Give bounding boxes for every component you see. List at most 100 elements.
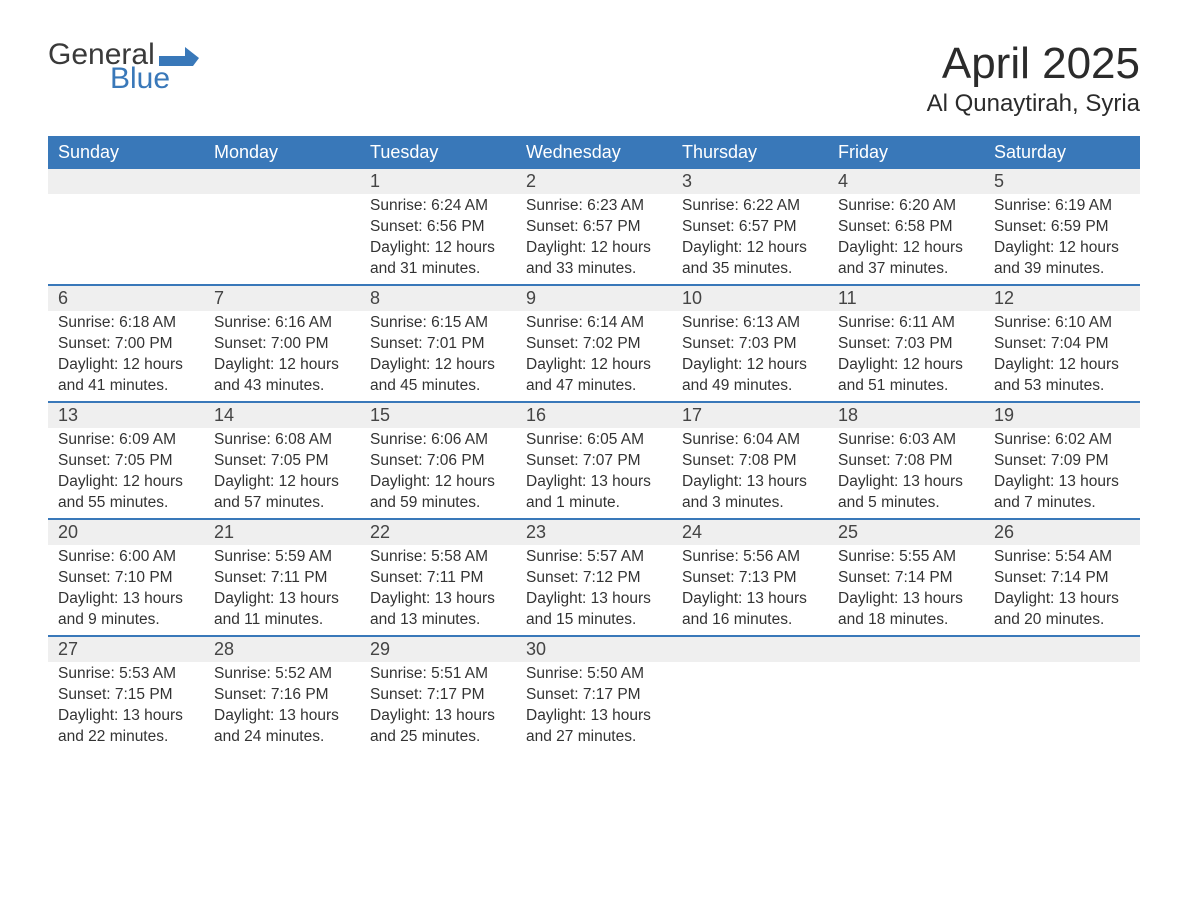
day-number: 4 (828, 169, 984, 194)
weekday-header: Wednesday (516, 136, 672, 169)
day-cell-data: Sunrise: 5:56 AMSunset: 7:13 PMDaylight:… (672, 545, 828, 636)
daylight-line: Daylight: 13 hours and 15 minutes. (526, 589, 662, 631)
daylight-line: Daylight: 12 hours and 57 minutes. (214, 472, 350, 514)
day-cell-number: 30 (516, 636, 672, 662)
day-cell-number: 22 (360, 519, 516, 545)
day-cell-number: 5 (984, 169, 1140, 194)
day-cell-number: 1 (360, 169, 516, 194)
weekday-header: Monday (204, 136, 360, 169)
day-details: Sunrise: 5:55 AMSunset: 7:14 PMDaylight:… (828, 545, 984, 635)
daylight-line: Daylight: 13 hours and 22 minutes. (58, 706, 194, 748)
day-cell-number: 19 (984, 402, 1140, 428)
daylight-line: Daylight: 12 hours and 53 minutes. (994, 355, 1130, 397)
day-cell-number: 7 (204, 285, 360, 311)
sunset-line: Sunset: 7:08 PM (682, 451, 818, 472)
sunset-line: Sunset: 7:01 PM (370, 334, 506, 355)
sunset-line: Sunset: 7:15 PM (58, 685, 194, 706)
day-cell-number: 14 (204, 402, 360, 428)
day-number (204, 169, 360, 193)
month-title: April 2025 (927, 40, 1140, 88)
day-number: 22 (360, 520, 516, 545)
day-details (984, 662, 1140, 752)
sunrise-line: Sunrise: 6:18 AM (58, 313, 194, 334)
day-cell-data: Sunrise: 6:20 AMSunset: 6:58 PMDaylight:… (828, 194, 984, 285)
day-number: 29 (360, 637, 516, 662)
sunset-line: Sunset: 7:11 PM (214, 568, 350, 589)
sunrise-line: Sunrise: 6:15 AM (370, 313, 506, 334)
sunrise-line: Sunrise: 6:23 AM (526, 196, 662, 217)
day-cell-data (204, 194, 360, 285)
sunset-line: Sunset: 7:09 PM (994, 451, 1130, 472)
day-cell-data (828, 662, 984, 752)
day-cell-data: Sunrise: 5:50 AMSunset: 7:17 PMDaylight:… (516, 662, 672, 752)
sunset-line: Sunset: 6:57 PM (682, 217, 818, 238)
day-number: 15 (360, 403, 516, 428)
day-details: Sunrise: 6:02 AMSunset: 7:09 PMDaylight:… (984, 428, 1140, 518)
sunrise-line: Sunrise: 6:13 AM (682, 313, 818, 334)
day-details: Sunrise: 6:00 AMSunset: 7:10 PMDaylight:… (48, 545, 204, 635)
day-number: 8 (360, 286, 516, 311)
sunset-line: Sunset: 7:05 PM (58, 451, 194, 472)
day-cell-data: Sunrise: 6:24 AMSunset: 6:56 PMDaylight:… (360, 194, 516, 285)
day-details: Sunrise: 6:15 AMSunset: 7:01 PMDaylight:… (360, 311, 516, 401)
day-number: 1 (360, 169, 516, 194)
day-number: 2 (516, 169, 672, 194)
weekday-header: Saturday (984, 136, 1140, 169)
sunset-line: Sunset: 7:06 PM (370, 451, 506, 472)
daylight-line: Daylight: 13 hours and 27 minutes. (526, 706, 662, 748)
daylight-line: Daylight: 12 hours and 59 minutes. (370, 472, 506, 514)
day-number (984, 637, 1140, 661)
day-details: Sunrise: 5:58 AMSunset: 7:11 PMDaylight:… (360, 545, 516, 635)
sunset-line: Sunset: 7:14 PM (994, 568, 1130, 589)
sunset-line: Sunset: 6:57 PM (526, 217, 662, 238)
day-cell-data: Sunrise: 6:06 AMSunset: 7:06 PMDaylight:… (360, 428, 516, 519)
sunrise-line: Sunrise: 5:54 AM (994, 547, 1130, 568)
day-details: Sunrise: 5:56 AMSunset: 7:13 PMDaylight:… (672, 545, 828, 635)
sunset-line: Sunset: 7:08 PM (838, 451, 974, 472)
day-cell-number: 21 (204, 519, 360, 545)
day-number: 12 (984, 286, 1140, 311)
day-details: Sunrise: 6:16 AMSunset: 7:00 PMDaylight:… (204, 311, 360, 401)
day-details: Sunrise: 6:19 AMSunset: 6:59 PMDaylight:… (984, 194, 1140, 284)
weekday-header: Sunday (48, 136, 204, 169)
sunrise-line: Sunrise: 6:22 AM (682, 196, 818, 217)
day-details: Sunrise: 6:13 AMSunset: 7:03 PMDaylight:… (672, 311, 828, 401)
sunset-line: Sunset: 7:10 PM (58, 568, 194, 589)
daylight-line: Daylight: 13 hours and 13 minutes. (370, 589, 506, 631)
weekday-header-row: Sunday Monday Tuesday Wednesday Thursday… (48, 136, 1140, 169)
sunset-line: Sunset: 7:16 PM (214, 685, 350, 706)
day-number: 19 (984, 403, 1140, 428)
day-details: Sunrise: 5:50 AMSunset: 7:17 PMDaylight:… (516, 662, 672, 752)
day-details: Sunrise: 6:04 AMSunset: 7:08 PMDaylight:… (672, 428, 828, 518)
daynum-row: 6789101112 (48, 285, 1140, 311)
day-cell-number (48, 169, 204, 194)
sunset-line: Sunset: 7:03 PM (838, 334, 974, 355)
day-cell-data: Sunrise: 6:15 AMSunset: 7:01 PMDaylight:… (360, 311, 516, 402)
day-number: 5 (984, 169, 1140, 194)
daydata-row: Sunrise: 6:09 AMSunset: 7:05 PMDaylight:… (48, 428, 1140, 519)
day-cell-data: Sunrise: 6:18 AMSunset: 7:00 PMDaylight:… (48, 311, 204, 402)
logo-text-blue: Blue (110, 64, 199, 94)
day-number: 9 (516, 286, 672, 311)
day-cell-number: 16 (516, 402, 672, 428)
day-cell-data: Sunrise: 5:53 AMSunset: 7:15 PMDaylight:… (48, 662, 204, 752)
weekday-header: Tuesday (360, 136, 516, 169)
day-details: Sunrise: 6:09 AMSunset: 7:05 PMDaylight:… (48, 428, 204, 518)
day-cell-data: Sunrise: 6:22 AMSunset: 6:57 PMDaylight:… (672, 194, 828, 285)
sunset-line: Sunset: 7:00 PM (58, 334, 194, 355)
sunrise-line: Sunrise: 6:00 AM (58, 547, 194, 568)
day-cell-number: 28 (204, 636, 360, 662)
day-cell-number: 9 (516, 285, 672, 311)
day-cell-number: 12 (984, 285, 1140, 311)
sunset-line: Sunset: 7:00 PM (214, 334, 350, 355)
day-cell-number (204, 169, 360, 194)
daynum-row: 27282930 (48, 636, 1140, 662)
daynum-row: 20212223242526 (48, 519, 1140, 545)
sunrise-line: Sunrise: 5:52 AM (214, 664, 350, 685)
sunrise-line: Sunrise: 6:19 AM (994, 196, 1130, 217)
sunrise-line: Sunrise: 6:11 AM (838, 313, 974, 334)
daylight-line: Daylight: 13 hours and 18 minutes. (838, 589, 974, 631)
day-cell-number: 10 (672, 285, 828, 311)
day-number (48, 169, 204, 193)
weekday-header: Thursday (672, 136, 828, 169)
